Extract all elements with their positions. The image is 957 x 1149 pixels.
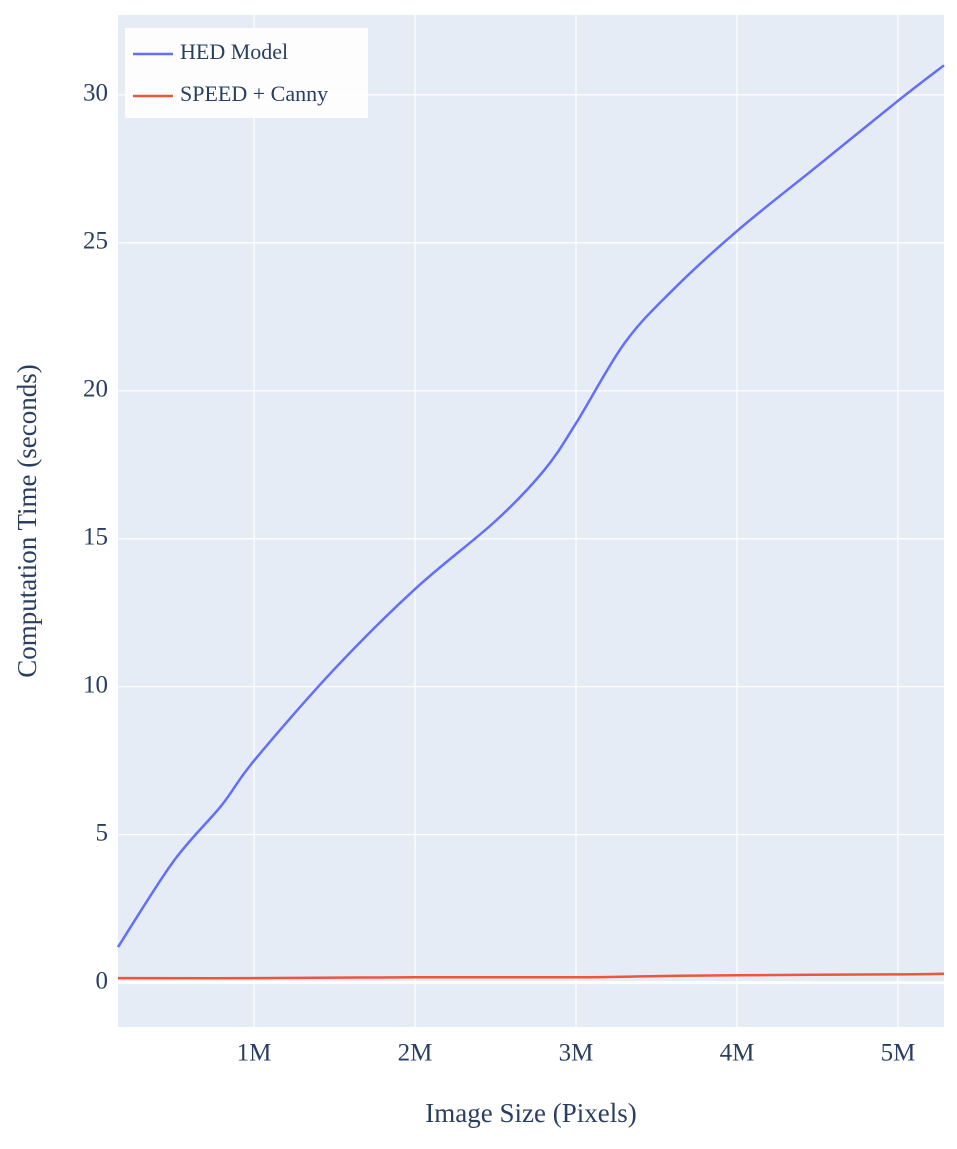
y-tick-label: 20 [83,376,108,403]
plot-area [118,15,944,1027]
y-tick-label: 30 [83,80,108,107]
y-tick-label: 25 [83,228,108,255]
y-axis-title: Computation Time (seconds) [12,364,42,678]
x-tick-label: 1M [237,1040,272,1067]
legend-box [125,28,368,118]
x-tick-label: 2M [398,1040,433,1067]
legend-label: SPEED + Canny [180,81,328,106]
x-tick-label: 3M [559,1040,594,1067]
y-tick-label: 5 [96,819,109,846]
y-tick-label: 10 [83,671,108,698]
line-series [116,64,945,948]
y-tick-label: 0 [96,967,109,994]
legend-label: HED Model [180,39,288,64]
x-axis-title: Image Size (Pixels) [425,1098,636,1128]
x-tick-label: 5M [881,1040,916,1067]
x-tick-label: 4M [720,1040,755,1067]
y-tick-label: 15 [83,523,108,550]
line-series [117,972,945,980]
